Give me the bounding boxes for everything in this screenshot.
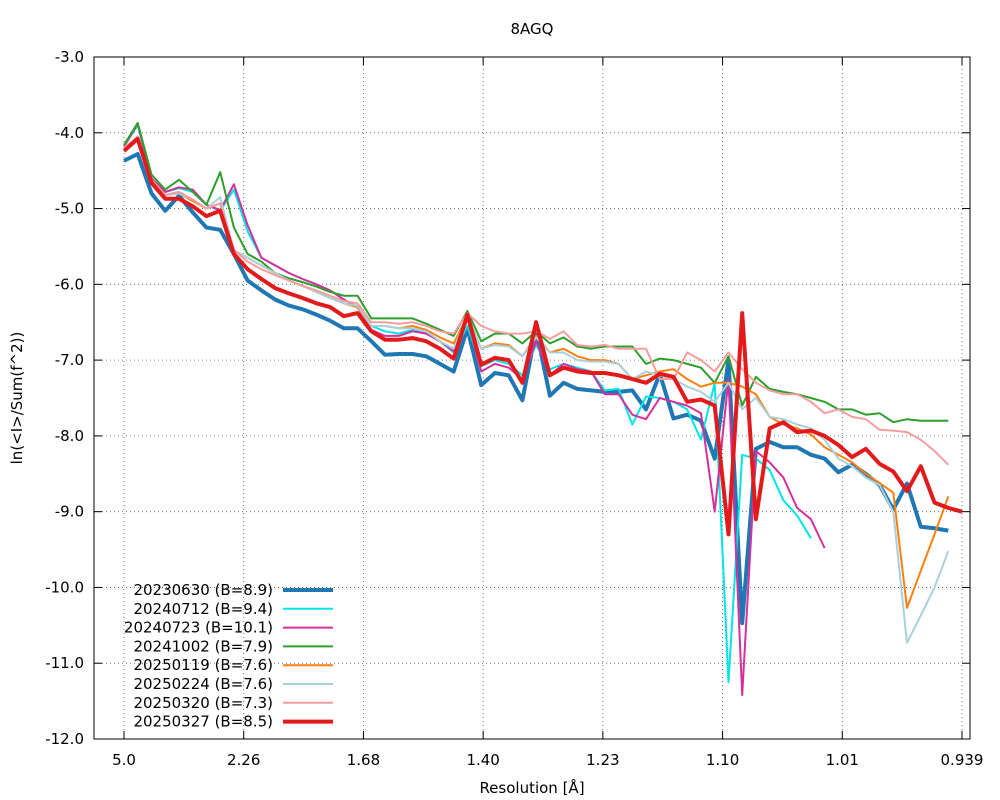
series-line-2 bbox=[123, 124, 812, 684]
y-tick-label: -12.0 bbox=[45, 730, 84, 748]
legend-entry-label: 20241002 (B=7.9) bbox=[133, 637, 273, 655]
series-line-6 bbox=[123, 137, 950, 644]
x-axis-label: Resolution [Å] bbox=[479, 778, 584, 797]
x-tick-label: 1.10 bbox=[706, 751, 739, 769]
series-line-8 bbox=[122, 136, 963, 537]
legend-entry-label: 20250327 (B=8.5) bbox=[133, 713, 273, 731]
x-tick-label: 1.68 bbox=[347, 751, 380, 769]
series-layer bbox=[122, 121, 963, 696]
x-ticks: 5.0 2.26 1.68 1.40 1.23 1.10 1.01 0.939 bbox=[112, 57, 983, 769]
y-tick-label: -10.0 bbox=[45, 578, 84, 596]
series-line-7 bbox=[123, 135, 950, 466]
legend-entry-label: 20250320 (B=7.3) bbox=[133, 694, 273, 712]
legend-entry-label: 20250119 (B=7.6) bbox=[133, 656, 273, 674]
y-axis-label: ln(<I>/Sum(f^2)) bbox=[8, 332, 26, 465]
legend-entry-label: 20240712 (B=9.4) bbox=[133, 600, 273, 618]
x-tick-label: 1.40 bbox=[466, 751, 499, 769]
legend-entry-label: 20250224 (B=7.6) bbox=[133, 675, 273, 693]
legend-entry-label: 20240723 (B=10.1) bbox=[124, 619, 273, 637]
plot-frame bbox=[93, 56, 971, 740]
legend-entry-label: 20230630 (B=8.9) bbox=[133, 581, 273, 599]
y-ticks: -3.0 -4.0 -5.0 -6.0 -7.0 -8.0 -9.0 -10.0 -11.0 -1… bbox=[45, 48, 970, 748]
x-tick-label: 0.939 bbox=[941, 751, 984, 769]
y-tick-label: -8.0 bbox=[55, 427, 84, 445]
x-tick-label: 1.01 bbox=[826, 751, 859, 769]
y-tick-label: -6.0 bbox=[55, 275, 84, 293]
x-tick-label: 2.26 bbox=[227, 751, 260, 769]
x-tick-label: 1.23 bbox=[586, 751, 619, 769]
y-tick-label: -5.0 bbox=[55, 200, 84, 218]
x-tick-label: 5.0 bbox=[112, 751, 136, 769]
legend: 20230630 (B=8.9)20240712 (B=9.4)20240723… bbox=[124, 581, 333, 731]
y-tick-label: -4.0 bbox=[55, 124, 84, 142]
y-tick-label: -3.0 bbox=[55, 48, 84, 66]
y-tick-label: -9.0 bbox=[55, 503, 84, 521]
y-tick-label: -7.0 bbox=[55, 351, 84, 369]
y-tick-label: -11.0 bbox=[45, 654, 84, 672]
chart-title: 8AGQ bbox=[511, 20, 554, 38]
